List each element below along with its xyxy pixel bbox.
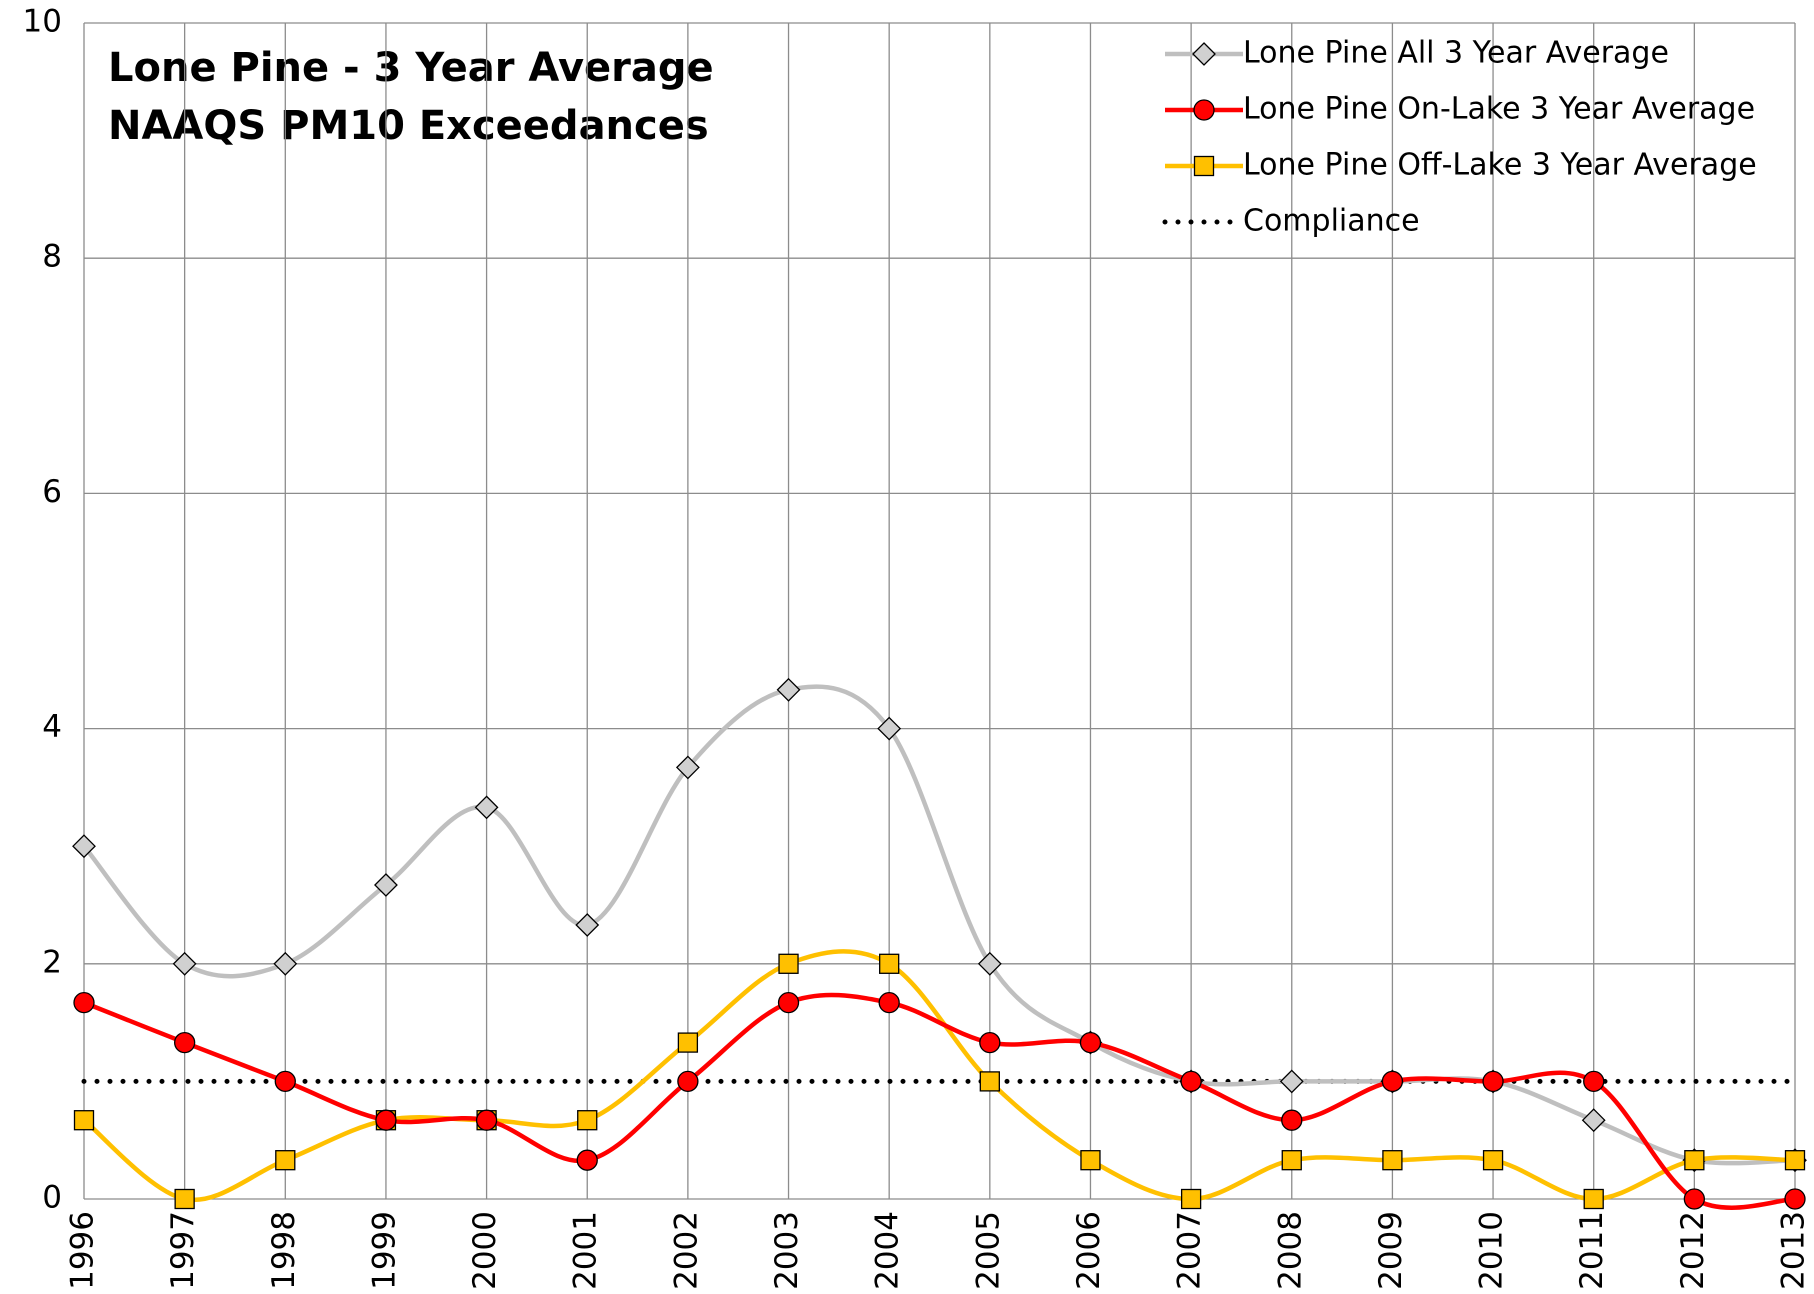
x-tick-label: 2000 [467,1211,503,1290]
legend-label: Compliance [1243,204,1420,239]
y-tick-label: 2 [42,944,62,980]
data-point [1281,1150,1302,1171]
data-point [1784,1188,1806,1210]
legend-label: Lone Pine On-Lake 3 Year Average [1243,92,1755,127]
data-point [174,1188,195,1210]
data-point [977,951,1002,976]
data-point [677,1032,699,1053]
data-point [1683,1188,1706,1210]
data-point [877,716,902,741]
data-point [73,991,95,1014]
data-point [777,991,800,1014]
x-tick-label: 2005 [970,1211,1006,1290]
data-point [979,1031,1001,1054]
x-tick-label: 2004 [870,1211,906,1290]
data-point [577,1110,598,1131]
x-tick-label: 2011 [1574,1211,1610,1290]
data-point [173,1031,196,1054]
data-point [1381,1070,1404,1093]
legend-marker [1193,155,1215,177]
x-tick-label: 2009 [1373,1211,1409,1290]
data-point [1482,1070,1504,1093]
x-tick-label: 2010 [1474,1211,1510,1290]
data-point [474,795,499,820]
data-point [374,873,398,897]
chart-subtitle: NAAQS PM10 Exceedances [108,103,709,149]
data-point [1279,1069,1304,1094]
data-point [979,1071,1000,1092]
data-point [275,1150,296,1171]
data-point [1080,1150,1101,1171]
data-point [72,834,96,859]
data-point [1784,1150,1806,1171]
x-tick-label: 2007 [1172,1211,1208,1290]
plot-area: 1996 1997 1998 1999 2000 2001 2002 2003 2004 2005… [23,4,1812,1290]
data-point [1180,1070,1202,1093]
data-point [878,991,900,1014]
data-point [575,913,600,937]
data-point [73,1110,95,1131]
y-tick-label: 6 [42,474,62,510]
data-point [677,1070,699,1093]
x-tick-label: 2003 [769,1211,805,1290]
data-point [879,953,900,974]
y-tick-label: 4 [42,709,62,745]
legend-label: Lone Pine Off-Lake 3 Year Average [1243,148,1757,183]
legend-marker [1193,99,1215,121]
data-point [273,951,298,976]
series-line [83,992,1796,1210]
series-line [82,684,1796,1166]
y-tick-label: 0 [42,1180,62,1216]
data-point [1180,1188,1202,1210]
data-point [475,1109,498,1131]
y-tick-label: 8 [42,239,62,275]
data-point [675,755,700,780]
data-point [1482,1150,1504,1171]
x-tick-label: 2013 [1776,1211,1812,1290]
x-tick-label: 2001 [568,1211,604,1290]
x-tick-label: 1996 [65,1211,101,1290]
chart-title: Lone Pine - 3 Year Average [108,45,714,91]
x-tick-label: 1997 [165,1211,201,1290]
x-tick-label: 2006 [1071,1211,1107,1290]
data-point [274,1070,296,1093]
data-point [1382,1150,1403,1171]
data-point [776,677,801,702]
data-point [778,953,799,974]
x-tick-label: 2012 [1675,1211,1711,1290]
y-tick-label: 10 [23,4,62,40]
x-tick-label: 1998 [266,1211,302,1290]
x-tick-label: 2008 [1272,1211,1308,1290]
data-point [1583,1070,1605,1093]
legend-label: Lone Pine All 3 Year Average [1243,36,1669,71]
data-point [576,1149,598,1171]
legend-marker [1192,42,1216,66]
data-point [1684,1150,1705,1171]
data-point [1281,1109,1303,1131]
data-point [1583,1188,1604,1210]
x-tick-label: 2002 [668,1211,704,1290]
data-point [375,1109,397,1131]
data-point [1581,1108,1606,1133]
x-tick-label: 1999 [366,1211,402,1290]
data-point [1079,1031,1102,1054]
data-point [172,951,197,976]
